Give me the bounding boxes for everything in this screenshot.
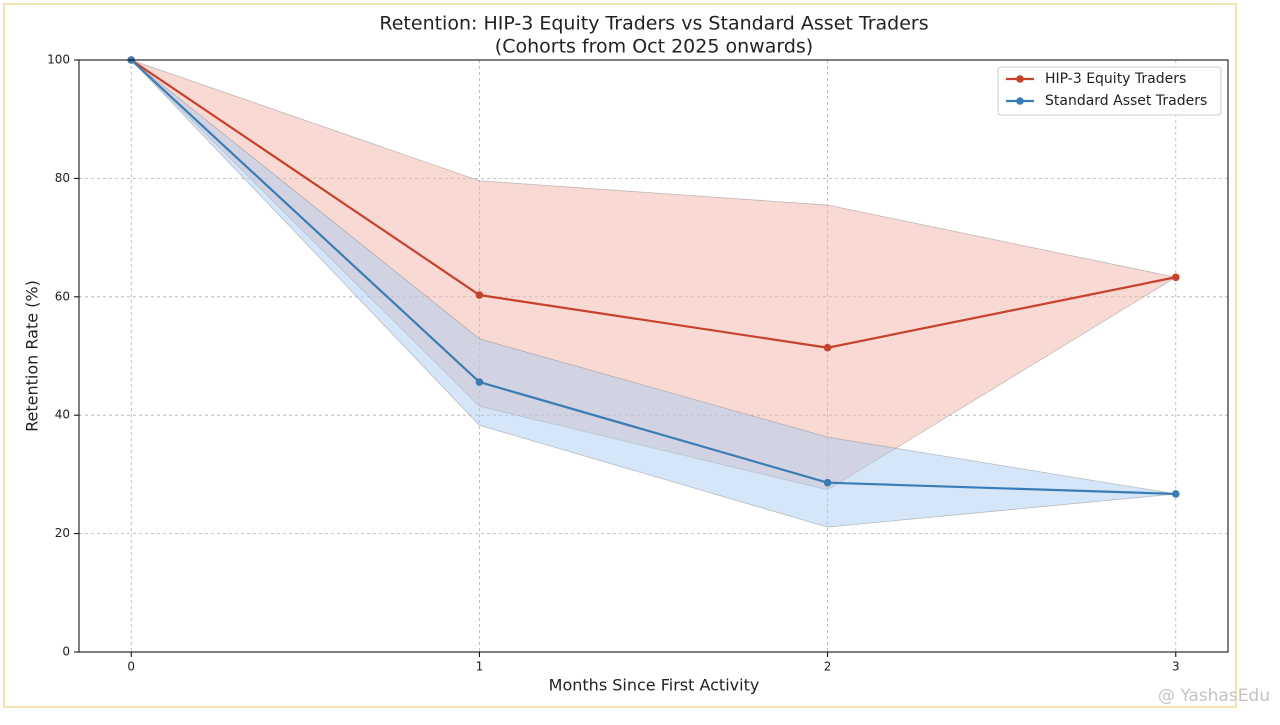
series-line: [130, 59, 1176, 496]
chart-subtitle: (Cohorts from Oct 2025 onwards): [495, 36, 813, 58]
y-tick-label: 60: [55, 289, 70, 303]
chart-title: Retention: HIP-3 Equity Traders vs Stand…: [379, 13, 928, 35]
x-tick-label: 3: [1172, 660, 1180, 674]
data-point: [475, 378, 484, 386]
data-point: [823, 343, 832, 352]
watermark: @ YashasEdu: [1158, 686, 1270, 706]
data-point: [1171, 273, 1180, 282]
x-tick-label: 1: [476, 660, 484, 674]
legend-label: Standard Asset Traders: [1045, 93, 1207, 109]
plot-frame: [78, 59, 1229, 653]
y-tick-label: 0: [62, 645, 70, 659]
x-tick-label: 2: [824, 660, 832, 674]
y-tick-label: 40: [55, 408, 70, 422]
legend-marker: [1016, 97, 1024, 105]
legend-marker: [1016, 75, 1024, 83]
y-tick-label: 80: [55, 171, 70, 185]
legend-label: HIP-3 Equity Traders: [1045, 71, 1186, 87]
x-tick-label: 0: [127, 660, 135, 674]
data-point: [475, 291, 484, 299]
y-tick-label: 20: [55, 526, 70, 540]
data-point: [1171, 490, 1180, 498]
x-axis-label: Months Since First Activity: [549, 676, 760, 695]
legend-box: [997, 66, 1222, 116]
y-axis-label: Retention Rate (%): [23, 280, 42, 432]
data-point: [823, 478, 832, 487]
frame: [3, 3, 1237, 708]
y-tick-label: 100: [47, 53, 70, 67]
series-line: [130, 59, 1176, 349]
